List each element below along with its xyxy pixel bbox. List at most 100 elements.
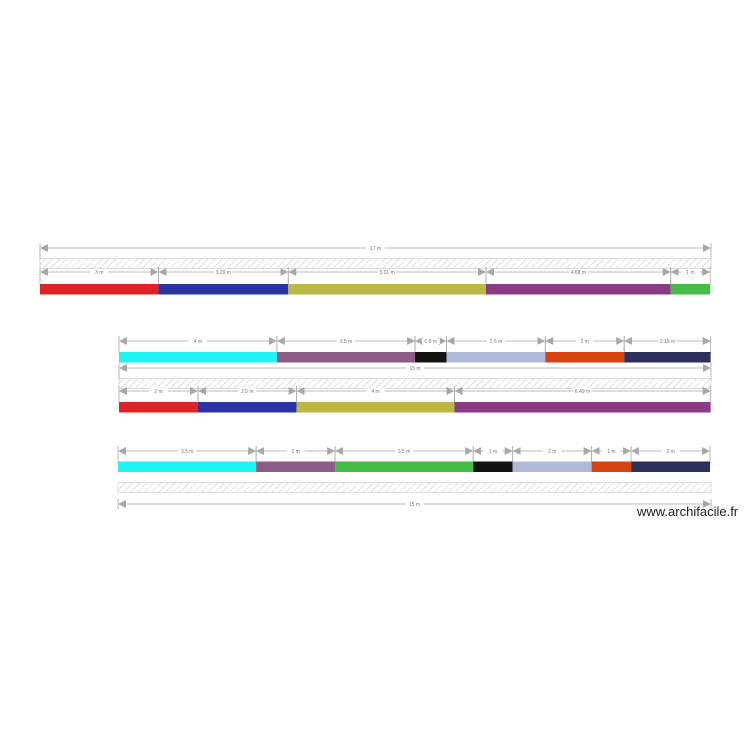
dimension-label: 5.01 m xyxy=(379,270,394,276)
row-1-wall-segment[interactable] xyxy=(670,284,711,295)
row-2-bottom-wall-segment[interactable] xyxy=(197,402,297,413)
segment-dimension: 1 m xyxy=(472,446,514,463)
segment-dimension: 3.5 m xyxy=(334,446,474,463)
dimension-label: 2 m xyxy=(581,339,589,345)
total-dimension-row-1: 17 m xyxy=(39,243,712,260)
dimension-label-bg xyxy=(405,501,424,507)
watermark-text: www.archifacile.fr xyxy=(637,504,739,519)
row-3-wall-segment[interactable] xyxy=(591,461,632,473)
dimension-label: 2.5 m xyxy=(490,339,503,345)
segment-dimension: 3.5 m xyxy=(276,336,416,353)
dimension-label: 4 m xyxy=(194,339,202,345)
row-2-top-wall-segment[interactable] xyxy=(624,352,711,363)
dimension-label: 2 m xyxy=(154,389,162,395)
dimension-label-bg xyxy=(336,338,355,344)
row-2-bottom-wall-segment[interactable] xyxy=(454,402,711,413)
dimension-label: 2 m xyxy=(666,449,674,455)
dimension-label-bg xyxy=(661,448,680,454)
row-2-top-wall-segment[interactable] xyxy=(545,352,625,363)
total-dimension-row-2: 15 m xyxy=(118,363,712,380)
dimension-label: 0.8 m xyxy=(425,339,438,345)
row-1-wall-segment[interactable] xyxy=(288,284,487,295)
hatched-wall[interactable] xyxy=(39,258,712,269)
dimension-label-bg xyxy=(378,269,397,275)
dimension-label: 15 m xyxy=(409,502,420,508)
segment-dimension: 4.68 m xyxy=(485,267,672,284)
dimension-label: 1 m xyxy=(607,449,615,455)
row-3-wall-segment[interactable] xyxy=(512,461,592,473)
row-2-top-wall-segment[interactable] xyxy=(415,352,447,363)
segment-dimension: 3.29 m xyxy=(158,267,289,284)
dimension-label: 3.29 m xyxy=(216,270,231,276)
segment-dimension: 3.5 m xyxy=(117,446,257,463)
dimension-label-bg xyxy=(681,269,700,275)
row-2-bottom-wall-segment[interactable] xyxy=(296,402,455,413)
segment-dimension: 2 m xyxy=(630,446,711,463)
total-dimension-row-3: 15 m xyxy=(117,499,712,509)
dimension-label: 2 m xyxy=(291,449,299,455)
row-3-wall-segment[interactable] xyxy=(631,461,711,473)
row-3-wall-segment[interactable] xyxy=(335,461,474,473)
dimension-label-bg xyxy=(421,338,440,344)
dimension-label-bg xyxy=(149,388,168,394)
row-2-top-wall-segment[interactable] xyxy=(119,352,277,363)
segment-dimension: 2 m xyxy=(544,336,625,353)
row-3-wall-segment[interactable] xyxy=(118,461,257,473)
dimension-label: 1 m xyxy=(686,270,694,276)
dimension-label-bg xyxy=(238,388,257,394)
segment-dimension: 1 m xyxy=(670,267,711,284)
dimension-label-bg xyxy=(575,338,594,344)
dimension-label: 3 m xyxy=(95,270,103,276)
dimension-label: 4 m xyxy=(371,389,379,395)
dimension-label: 4.68 m xyxy=(571,270,586,276)
dimension-label: 6.49 m xyxy=(575,389,590,395)
segment-dimension: 2.5 m xyxy=(446,336,546,353)
row-2-top-wall-segment[interactable] xyxy=(276,352,416,363)
dimension-label: 1 m xyxy=(489,449,497,455)
dimension-label: 2.19 m xyxy=(660,339,675,345)
dimension-label-bg xyxy=(573,388,592,394)
segment-dimension: 2.19 m xyxy=(623,336,712,353)
dimension-label-bg xyxy=(214,269,233,275)
dimension-label-bg xyxy=(658,338,677,344)
dimension-label-bg xyxy=(486,338,505,344)
segment-dimension: 1 m xyxy=(591,446,632,463)
row-3-wall-segment[interactable] xyxy=(473,461,513,473)
dimension-label-bg xyxy=(188,338,207,344)
dimension-label-bg xyxy=(602,448,621,454)
row-3-wall-segment[interactable] xyxy=(256,461,336,473)
hatched-wall[interactable] xyxy=(117,482,712,493)
row-1-wall-segment[interactable] xyxy=(486,284,671,295)
dimension-label: 3.5 m xyxy=(340,339,353,345)
segment-dimension: 2 m xyxy=(512,446,593,463)
dimension-label-bg xyxy=(395,448,414,454)
dimension-label-bg xyxy=(366,388,385,394)
segment-dimension: 5.01 m xyxy=(287,267,487,284)
dimension-label: 15 m xyxy=(409,366,420,372)
dimension-label-bg xyxy=(406,365,424,371)
hatched-wall[interactable] xyxy=(118,378,712,389)
segment-dimension: 4 m xyxy=(118,336,278,353)
row-2-bottom-wall-segment[interactable] xyxy=(119,402,198,413)
dimension-label-bg xyxy=(90,269,109,275)
dimension-label: 3.5 m xyxy=(181,449,194,455)
dimension-label-bg xyxy=(178,448,197,454)
dimension-label-bg xyxy=(569,269,588,275)
dimension-label-bg xyxy=(483,448,502,454)
dimension-label: 17 m xyxy=(370,246,381,252)
dimension-label-bg xyxy=(286,448,305,454)
row-1-wall-segment[interactable] xyxy=(158,284,289,295)
dimension-label-bg xyxy=(366,245,385,251)
segment-dimension: 0.8 m xyxy=(414,336,448,353)
row-1-wall-segment[interactable] xyxy=(40,284,159,295)
dimension-label: 2 m xyxy=(548,449,556,455)
dimension-label: 3.5 m xyxy=(398,449,411,455)
dimension-label: 2.5 m xyxy=(241,389,254,395)
row-2-top-wall-segment[interactable] xyxy=(446,352,546,363)
segment-dimension: 3 m xyxy=(39,267,159,284)
dimension-label-bg xyxy=(543,448,562,454)
segment-dimension: 2 m xyxy=(255,446,336,463)
segment-dimension: 6.49 m xyxy=(454,386,712,403)
